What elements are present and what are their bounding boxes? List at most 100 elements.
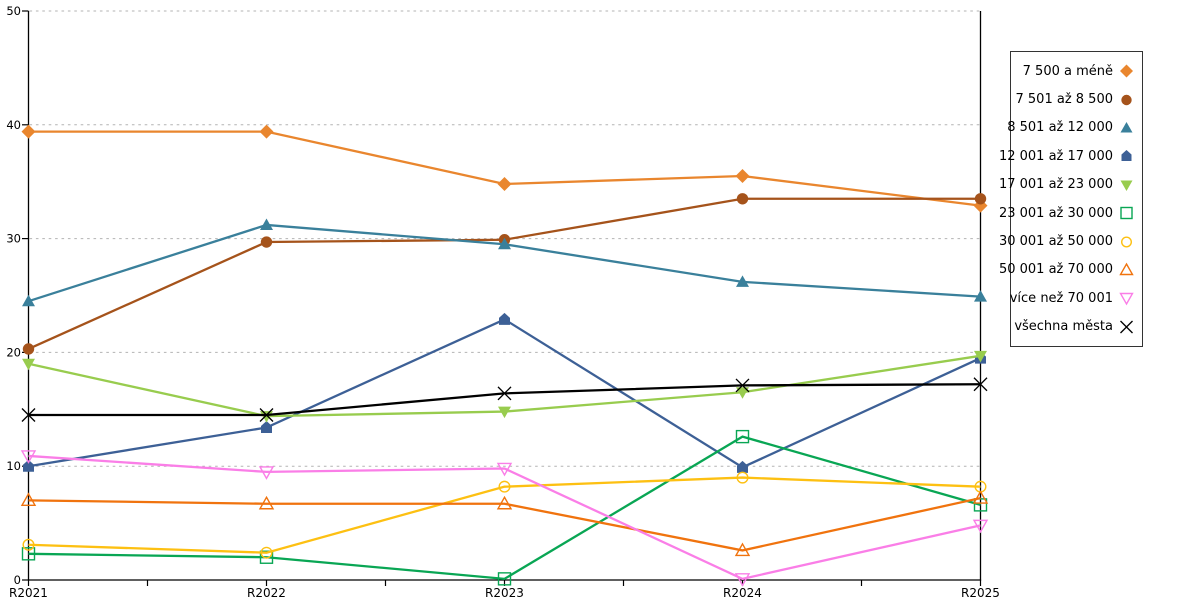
pentagon-icon xyxy=(1121,150,1132,162)
triangle-up-marker xyxy=(496,495,513,510)
y-tick-label: 0 xyxy=(14,573,21,587)
legend-item: 50 001 až 70 000 xyxy=(999,262,1135,278)
triangle-down-marker xyxy=(20,450,37,464)
diamond-marker xyxy=(259,124,274,139)
circle-icon xyxy=(1120,236,1133,248)
legend-item: 17 001 až 23 000 xyxy=(999,177,1135,193)
series-8 xyxy=(20,490,989,557)
circle-marker xyxy=(260,236,273,248)
y-tick-label: 20 xyxy=(6,345,21,359)
triangle-up-icon xyxy=(1120,121,1133,133)
series-7 xyxy=(22,471,987,559)
x-marker xyxy=(973,377,988,392)
series-10 xyxy=(21,377,988,422)
x-marker xyxy=(259,408,274,422)
series-2 xyxy=(22,193,987,355)
series-line xyxy=(28,454,981,581)
triangle-up-marker xyxy=(974,290,987,302)
legend-item: 12 001 až 17 000 xyxy=(999,148,1135,164)
circle-marker xyxy=(498,480,511,493)
diamond-icon xyxy=(1120,64,1133,78)
x-tick-label: R2021 xyxy=(9,586,48,600)
triangle-down-icon xyxy=(1119,293,1134,306)
triangle-down-marker xyxy=(258,466,275,480)
circle-marker xyxy=(22,538,35,551)
legend-label: 50 001 až 70 000 xyxy=(998,262,1113,278)
triangle-up-marker xyxy=(20,492,37,507)
square-marker xyxy=(259,550,274,564)
series-3 xyxy=(22,218,987,307)
triangle-up-marker xyxy=(736,275,749,287)
diamond-icon xyxy=(1120,64,1133,78)
diamond-marker xyxy=(497,176,512,191)
pentagon-icon xyxy=(1121,150,1132,162)
x-icon xyxy=(1120,320,1133,334)
legend-label: všechna města xyxy=(1014,319,1113,335)
legend-label: 7 501 až 8 500 xyxy=(1015,92,1114,108)
circle-marker xyxy=(736,193,749,205)
triangle-down-marker xyxy=(972,519,989,534)
triangle-up-marker xyxy=(260,218,273,230)
pentagon-marker xyxy=(499,312,510,325)
legend-label: 30 001 až 50 000 xyxy=(998,234,1113,250)
x-marker xyxy=(735,378,750,393)
series-line xyxy=(28,476,981,554)
triangle-down-icon xyxy=(1120,180,1133,191)
pentagon-marker xyxy=(737,460,748,473)
x-marker xyxy=(21,408,36,422)
triangle-up-icon xyxy=(1119,262,1134,276)
triangle-up-marker xyxy=(498,237,511,250)
y-tick-label: 10 xyxy=(6,459,21,473)
legend-item: 7 501 až 8 500 xyxy=(1015,92,1135,108)
triangle-up-icon xyxy=(1120,121,1133,133)
square-marker xyxy=(497,572,512,586)
legend-label: více než 70 001 xyxy=(1009,290,1113,306)
triangle-down-marker xyxy=(974,350,987,363)
diamond-marker xyxy=(735,169,750,184)
triangle-up-marker xyxy=(972,490,989,504)
legend-item: 30 001 až 50 000 xyxy=(999,234,1135,250)
square-marker xyxy=(735,429,750,444)
legend-item: více než 70 001 xyxy=(1010,290,1135,306)
series-6 xyxy=(21,429,988,586)
series-line xyxy=(28,435,981,581)
triangle-up-icon xyxy=(1119,262,1134,276)
legend-label: 12 001 až 17 000 xyxy=(998,148,1113,164)
legend-item: 23 001 až 30 000 xyxy=(999,205,1135,221)
x-tick-label: R2024 xyxy=(723,586,762,600)
series-line xyxy=(28,496,981,552)
y-tick-label: 40 xyxy=(6,118,21,132)
circle-icon xyxy=(1121,94,1132,105)
diamond-marker xyxy=(21,124,36,139)
triangle-down-icon xyxy=(1120,180,1133,191)
square-marker xyxy=(21,547,36,561)
legend-label: 17 001 až 23 000 xyxy=(998,177,1113,193)
y-tick-label: 30 xyxy=(6,232,21,246)
x-tick-label: R2025 xyxy=(961,586,1000,600)
triangle-down-icon xyxy=(1119,293,1134,306)
y-tick-label: 50 xyxy=(6,4,21,18)
x-tick-label: R2023 xyxy=(485,586,524,600)
series-9 xyxy=(20,450,989,587)
series-line xyxy=(28,130,981,207)
series-5 xyxy=(22,350,987,423)
series-line xyxy=(28,197,981,351)
triangle-down-marker xyxy=(734,573,751,587)
pentagon-marker xyxy=(261,421,272,434)
circle-marker xyxy=(736,471,749,484)
square-icon xyxy=(1120,206,1133,220)
triangle-up-marker xyxy=(22,294,35,307)
triangle-up-marker xyxy=(258,495,275,510)
triangle-down-marker xyxy=(22,358,35,371)
legend-label: 23 001 až 30 000 xyxy=(998,205,1113,221)
triangle-up-marker xyxy=(734,542,751,557)
x-tick-label: R2022 xyxy=(247,586,286,600)
legend-item: 7 500 a méně xyxy=(1015,63,1135,79)
x-icon xyxy=(1120,320,1133,334)
series-4 xyxy=(23,312,986,473)
x-marker xyxy=(497,386,512,401)
circle-icon xyxy=(1121,94,1132,105)
triangle-down-marker xyxy=(498,406,511,419)
